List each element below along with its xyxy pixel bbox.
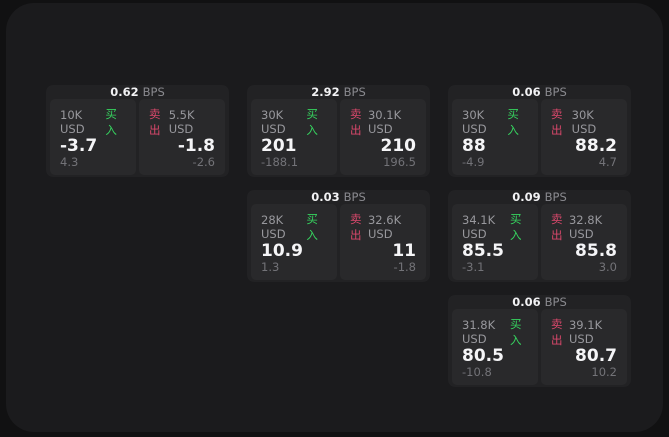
buy-change: -3.1 — [462, 260, 485, 274]
buy-amount: 10K USD — [60, 108, 85, 136]
panes-row: 34.1K USD 买入 85.5 -3.1 卖出 32.8K USD 85.8… — [452, 204, 627, 280]
sell-side-label: 卖出 — [551, 317, 563, 347]
app-panel: 0.62 BPS 10K USD 买入 -3.7 4.3 卖出 5.5K USD — [6, 3, 663, 432]
quote-card: 0.09 BPS 34.1K USD 买入 85.5 -3.1 卖出 32.8K… — [448, 190, 631, 282]
bps-value: 0.03 — [311, 190, 340, 204]
card-header: 0.09 BPS — [452, 190, 627, 204]
sell-change: -2.6 — [192, 155, 215, 169]
sell-side-label: 卖出 — [149, 107, 161, 137]
sell-price: 80.7 — [575, 346, 617, 366]
buy-change: -4.9 — [462, 155, 485, 169]
sell-change: 196.5 — [383, 155, 416, 169]
buy-amount: 30K USD — [261, 108, 286, 136]
buy-side-label: 买入 — [510, 212, 522, 242]
bps-value: 2.92 — [311, 85, 340, 99]
buy-change: -10.8 — [462, 365, 492, 379]
card-header: 0.06 BPS — [452, 85, 627, 99]
buy-side-label: 买入 — [306, 212, 318, 242]
quote-card: 0.06 BPS 30K USD 买入 88 -4.9 卖出 30K USD — [448, 85, 631, 177]
sell-amount: 32.8K USD — [568, 213, 603, 241]
bps-value: 0.06 — [512, 85, 541, 99]
sell-amount: 30K USD — [571, 108, 597, 136]
quote-card: 0.06 BPS 31.8K USD 买入 80.5 -10.8 卖出 39.1… — [448, 295, 631, 387]
buy-price: 10.9 — [261, 241, 303, 261]
sell-change: 10.2 — [591, 365, 617, 379]
sell-change: 4.7 — [598, 155, 617, 169]
sell-side-label: 卖出 — [350, 212, 362, 242]
sell-pane[interactable]: 卖出 5.5K USD -1.8 -2.6 — [139, 99, 225, 175]
sell-pane[interactable]: 卖出 30.1K USD 210 196.5 — [340, 99, 426, 175]
buy-pane[interactable]: 10K USD 买入 -3.7 4.3 — [50, 99, 136, 175]
bps-unit-label: BPS — [142, 85, 165, 99]
buy-pane[interactable]: 30K USD 买入 201 -188.1 — [251, 99, 337, 175]
buy-side-label: 买入 — [306, 107, 318, 137]
buy-pane[interactable]: 30K USD 买入 88 -4.9 — [452, 99, 538, 175]
sell-pane[interactable]: 卖出 39.1K USD 80.7 10.2 — [541, 309, 627, 385]
buy-pane[interactable]: 28K USD 买入 10.9 1.3 — [251, 204, 337, 280]
card-header: 0.03 BPS — [251, 190, 426, 204]
sell-amount: 39.1K USD — [568, 318, 603, 346]
bps-unit-label: BPS — [544, 295, 567, 309]
panes-row: 30K USD 买入 88 -4.9 卖出 30K USD 88.2 4.7 — [452, 99, 627, 175]
card-header: 2.92 BPS — [251, 85, 426, 99]
quote-card: 2.92 BPS 30K USD 买入 201 -188.1 卖出 30.1K … — [247, 85, 430, 177]
buy-price: 201 — [261, 136, 297, 156]
sell-price: 11 — [392, 241, 416, 261]
sell-price: 85.8 — [575, 241, 617, 261]
buy-price: 85.5 — [462, 241, 504, 261]
buy-amount: 34.1K USD — [462, 213, 496, 241]
buy-pane[interactable]: 31.8K USD 买入 80.5 -10.8 — [452, 309, 538, 385]
panes-row: 28K USD 买入 10.9 1.3 卖出 32.6K USD 11 -1.8 — [251, 204, 426, 280]
bps-value: 0.62 — [110, 85, 139, 99]
panes-row: 31.8K USD 买入 80.5 -10.8 卖出 39.1K USD 80.… — [452, 309, 627, 385]
sell-amount: 5.5K USD — [168, 108, 195, 136]
buy-change: -188.1 — [261, 155, 299, 169]
buy-side-label: 买入 — [105, 107, 117, 137]
sell-amount: 30.1K USD — [367, 108, 402, 136]
sell-pane[interactable]: 卖出 32.8K USD 85.8 3.0 — [541, 204, 627, 280]
buy-price: 88 — [462, 136, 486, 156]
buy-side-label: 买入 — [510, 317, 522, 347]
buy-side-label: 买入 — [507, 107, 519, 137]
quote-cards-grid: 0.62 BPS 10K USD 买入 -3.7 4.3 卖出 5.5K USD — [46, 85, 631, 387]
buy-change: 4.3 — [60, 155, 79, 169]
panes-row: 30K USD 买入 201 -188.1 卖出 30.1K USD 210 1… — [251, 99, 426, 175]
buy-amount: 28K USD — [261, 213, 286, 241]
sell-side-label: 卖出 — [551, 212, 563, 242]
buy-price: -3.7 — [60, 136, 98, 156]
card-header: 0.06 BPS — [452, 295, 627, 309]
sell-change: 3.0 — [598, 260, 617, 274]
sell-side-label: 卖出 — [551, 107, 563, 137]
bps-unit-label: BPS — [343, 85, 366, 99]
buy-price: 80.5 — [462, 346, 504, 366]
sell-change: -1.8 — [393, 260, 416, 274]
card-header: 0.62 BPS — [50, 85, 225, 99]
sell-pane[interactable]: 卖出 30K USD 88.2 4.7 — [541, 99, 627, 175]
quote-card: 0.62 BPS 10K USD 买入 -3.7 4.3 卖出 5.5K USD — [46, 85, 229, 177]
buy-pane[interactable]: 34.1K USD 买入 85.5 -3.1 — [452, 204, 538, 280]
quote-card: 0.03 BPS 28K USD 买入 10.9 1.3 卖出 32.6K US… — [247, 190, 430, 282]
sell-amount: 32.6K USD — [367, 213, 402, 241]
bps-unit-label: BPS — [343, 190, 366, 204]
buy-change: 1.3 — [261, 260, 280, 274]
sell-pane[interactable]: 卖出 32.6K USD 11 -1.8 — [340, 204, 426, 280]
bps-value: 0.06 — [512, 295, 541, 309]
bps-unit-label: BPS — [544, 190, 567, 204]
panes-row: 10K USD 买入 -3.7 4.3 卖出 5.5K USD -1.8 -2.… — [50, 99, 225, 175]
sell-price: -1.8 — [177, 136, 215, 156]
buy-amount: 31.8K USD — [462, 318, 496, 346]
buy-amount: 30K USD — [462, 108, 487, 136]
sell-price: 88.2 — [575, 136, 617, 156]
bps-unit-label: BPS — [544, 85, 567, 99]
sell-side-label: 卖出 — [350, 107, 362, 137]
bps-value: 0.09 — [512, 190, 541, 204]
sell-price: 210 — [380, 136, 417, 156]
